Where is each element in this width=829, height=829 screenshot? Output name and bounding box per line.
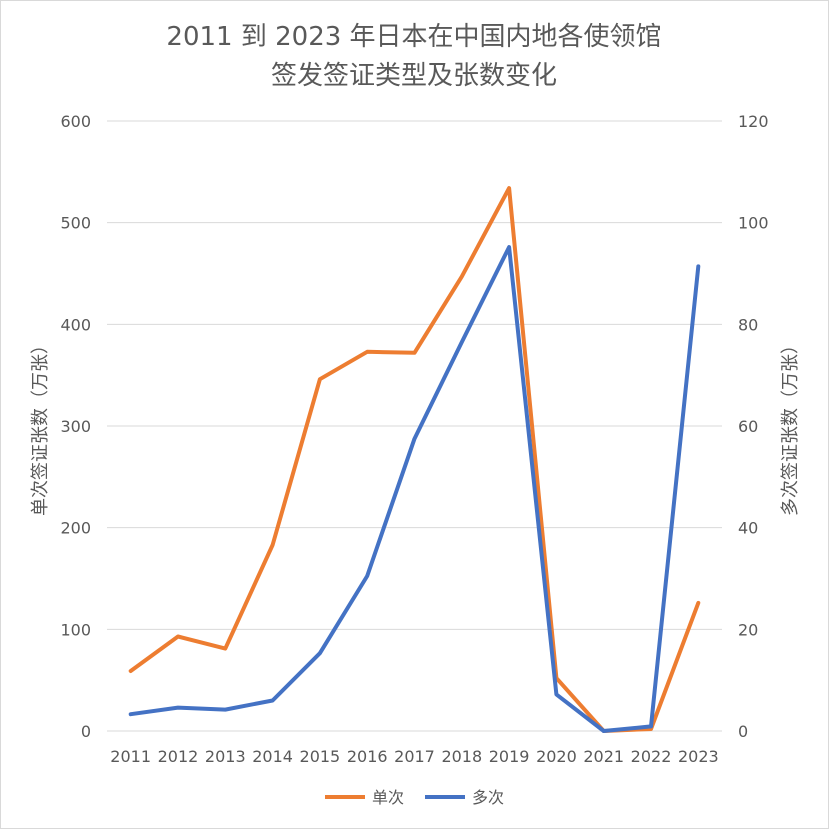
right-axis-ticks: 0 20 40 60 80 100 120: [738, 112, 769, 741]
left-tick-0: 0: [81, 722, 91, 741]
x-tick-2023: 2023: [678, 747, 719, 766]
data-point: [650, 728, 652, 730]
x-tick-2013: 2013: [205, 747, 246, 766]
left-tick-400: 400: [60, 315, 91, 334]
x-axis-ticks: 2011 2012 2013 2014 2015 2016 2017 2018 2019 2020…: [110, 747, 718, 766]
left-tick-300: 300: [60, 417, 91, 436]
right-tick-80: 80: [738, 315, 758, 334]
data-point: [272, 544, 274, 546]
right-axis-label: 多次签证张数（万张）: [780, 336, 801, 516]
left-tick-100: 100: [60, 620, 91, 639]
x-tick-2018: 2018: [441, 747, 482, 766]
right-tick-20: 20: [738, 620, 758, 639]
left-axis-ticks: 0 100 200 300 400 500 600: [60, 112, 91, 741]
data-point: [224, 648, 226, 650]
left-tick-600: 600: [60, 112, 91, 131]
data-point: [319, 652, 321, 654]
left-tick-200: 200: [60, 519, 91, 538]
data-point: [555, 693, 557, 695]
x-tick-2017: 2017: [394, 747, 435, 766]
data-point: [508, 187, 510, 189]
data-point: [414, 352, 415, 354]
right-tick-40: 40: [738, 519, 758, 538]
data-point: [177, 707, 179, 709]
chart-title-line-2: 签发签证类型及张数变化: [271, 61, 557, 91]
x-tick-2011: 2011: [110, 747, 151, 766]
x-tick-2022: 2022: [631, 747, 672, 766]
gridlines: [107, 120, 722, 732]
series-points-multiple: [130, 246, 699, 732]
data-point: [697, 602, 699, 604]
x-tick-2014: 2014: [252, 747, 293, 766]
data-point: [272, 700, 274, 701]
right-tick-100: 100: [738, 214, 769, 233]
data-point: [508, 246, 510, 248]
data-point: [130, 713, 132, 715]
data-point: [366, 575, 368, 577]
x-tick-2016: 2016: [347, 747, 388, 766]
data-point: [603, 730, 605, 732]
right-tick-0: 0: [738, 722, 748, 741]
legend-label-single: 单次: [372, 788, 404, 807]
data-point: [414, 438, 415, 440]
right-tick-60: 60: [738, 417, 758, 436]
right-tick-120: 120: [738, 112, 769, 131]
data-point: [130, 670, 132, 672]
data-point: [461, 341, 463, 343]
left-axis-label: 单次签证张数（万张）: [30, 336, 51, 516]
legend: 单次 多次: [325, 788, 504, 807]
x-tick-2012: 2012: [158, 747, 199, 766]
x-tick-2020: 2020: [536, 747, 577, 766]
data-point: [224, 709, 226, 711]
data-point: [650, 725, 652, 727]
legend-label-multiple: 多次: [472, 788, 504, 807]
data-point: [366, 351, 368, 353]
data-point: [697, 265, 699, 267]
data-point: [461, 276, 463, 278]
data-point: [177, 635, 179, 637]
x-tick-2021: 2021: [583, 747, 624, 766]
series-lines: [128, 186, 701, 733]
data-point: [319, 378, 321, 380]
chart-title-line-1: 2011 到 2023 年日本在中国内地各使领馆: [166, 22, 661, 52]
x-tick-2019: 2019: [489, 747, 530, 766]
x-tick-2015: 2015: [300, 747, 341, 766]
left-tick-500: 500: [60, 214, 91, 233]
